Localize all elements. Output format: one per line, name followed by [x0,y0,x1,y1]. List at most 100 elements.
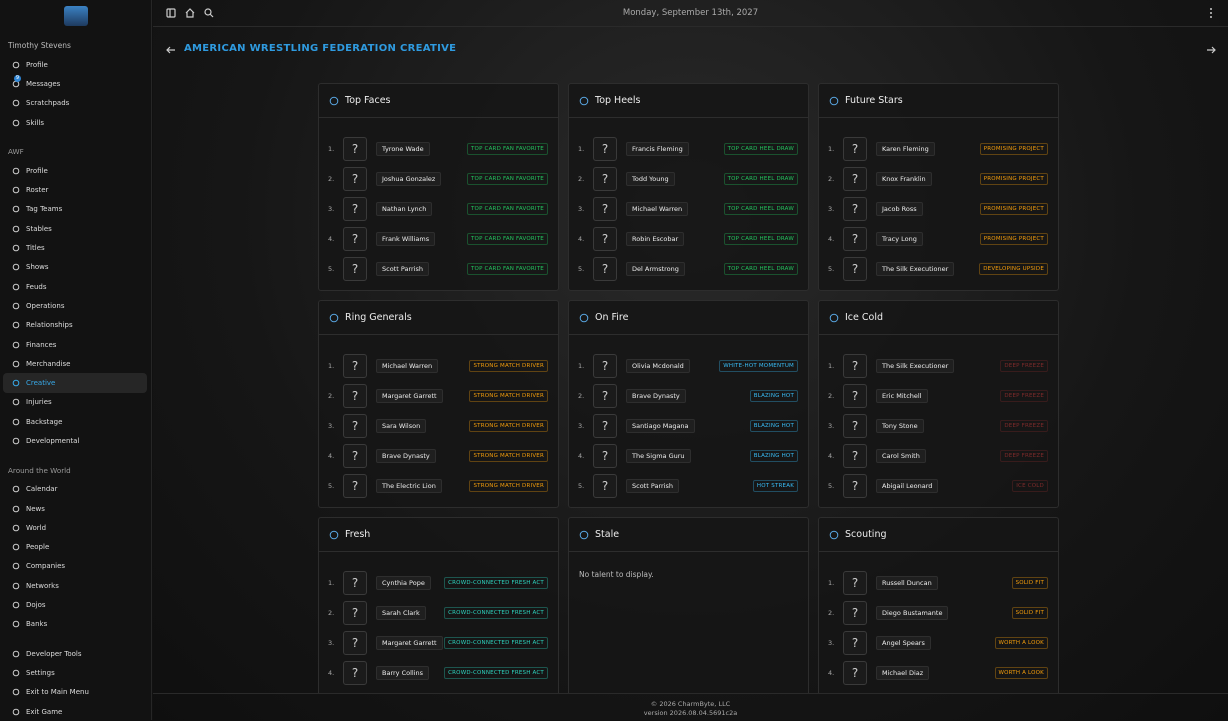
nav-item[interactable]: Feuds [3,277,147,296]
talent-name[interactable]: Scott Parrish [626,479,679,493]
talent-row[interactable]: 4.? Tracy Long PROMISING PROJECT [819,224,1058,254]
talent-name[interactable]: Sara Wilson [376,419,427,433]
talent-name[interactable]: Tyrone Wade [376,142,430,156]
nav-item[interactable]: Exit Game [3,702,147,721]
nav-item[interactable]: Banks [3,615,147,634]
talent-name[interactable]: Michael Diaz [876,666,930,680]
talent-name[interactable]: Brave Dynasty [376,449,436,463]
talent-row[interactable]: 3.? Nathan Lynch TOP CARD FAN FAVORITE [319,194,558,224]
nav-item[interactable]: Profile [3,161,147,180]
nav-item[interactable]: Networks [3,576,147,595]
talent-row[interactable]: 4.? Robin Escobar TOP CARD HEEL DRAW [569,224,808,254]
talent-row[interactable]: 4.? Michael Diaz WORTH A LOOK [819,658,1058,688]
talent-row[interactable]: 5.? The Electric Lion STRONG MATCH DRIVER [319,471,558,501]
nav-item[interactable]: News [3,499,147,518]
talent-row[interactable]: 1.? Cynthia Pope CROWD-CONNECTED FRESH ACT [319,568,558,598]
nav-item[interactable]: Scratchpads [3,94,147,113]
talent-row[interactable]: 2.? Knox Franklin PROMISING PROJECT [819,164,1058,194]
nav-item[interactable]: Tag Teams [3,200,147,219]
talent-name[interactable]: Margaret Garrett [376,389,443,403]
talent-row[interactable]: 1.? Tyrone Wade TOP CARD FAN FAVORITE [319,134,558,164]
talent-name[interactable]: Del Armstrong [626,262,685,276]
talent-name[interactable]: Tony Stone [876,419,924,433]
talent-name[interactable]: Cynthia Pope [376,576,431,590]
talent-name[interactable]: Michael Warren [626,202,689,216]
talent-row[interactable]: 4.? Carol Smith DEEP FREEZE [819,441,1058,471]
nav-item[interactable]: Profile [3,55,147,74]
talent-name[interactable]: Santiago Magana [626,419,695,433]
nav-item[interactable]: World [3,518,147,537]
talent-row[interactable]: 5.? Scott Parrish TOP CARD FAN FAVORITE [319,254,558,284]
talent-row[interactable]: 5.? The Silk Executioner DEVELOPING UPSIDE [819,254,1058,284]
talent-name[interactable]: Michael Warren [376,359,439,373]
talent-name[interactable]: Carol Smith [876,449,926,463]
talent-row[interactable]: 3.? Margaret Garrett CROWD-CONNECTED FRESH… [319,628,558,658]
talent-row[interactable]: 4.? The Sigma Guru BLAZING HOT [569,441,808,471]
nav-item[interactable]: Messages 9 [3,74,147,93]
talent-name[interactable]: Nathan Lynch [376,202,433,216]
talent-name[interactable]: Francis Fleming [626,142,689,156]
nav-item[interactable]: Stables [3,219,147,238]
forward-arrow[interactable] [1206,45,1216,55]
talent-row[interactable]: 1.? Karen Fleming PROMISING PROJECT [819,134,1058,164]
talent-row[interactable]: 4.? Brave Dynasty STRONG MATCH DRIVER [319,441,558,471]
nav-item[interactable]: Skills [3,113,147,132]
talent-row[interactable]: 5.? Abigail Leonard ICE COLD [819,471,1058,501]
logo[interactable] [64,6,88,26]
talent-name[interactable]: Abigail Leonard [876,479,939,493]
talent-name[interactable]: Margaret Garrett [376,636,443,650]
talent-row[interactable]: 5.? Scott Parrish HOT STREAK [569,471,808,501]
nav-item[interactable]: Exit to Main Menu [3,683,147,702]
talent-name[interactable]: Todd Young [626,172,675,186]
nav-item[interactable]: Injuries [3,393,147,412]
talent-row[interactable]: 1.? The Silk Executioner DEEP FREEZE [819,351,1058,381]
talent-name[interactable]: Frank Williams [376,232,436,246]
talent-name[interactable]: Brave Dynasty [626,389,686,403]
nav-item[interactable]: Dojos [3,595,147,614]
talent-name[interactable]: Diego Bustamante [876,606,949,620]
nav-item[interactable]: Developmental [3,431,147,450]
nav-item[interactable]: Creative [3,373,147,393]
talent-row[interactable]: 2.? Eric Mitchell DEEP FREEZE [819,381,1058,411]
talent-name[interactable]: Knox Franklin [876,172,932,186]
talent-row[interactable]: 2.? Sarah Clark CROWD-CONNECTED FRESH ACT [319,598,558,628]
talent-name[interactable]: Jacob Ross [876,202,923,216]
talent-name[interactable]: The Electric Lion [376,479,442,493]
talent-name[interactable]: The Silk Executioner [876,359,955,373]
nav-item[interactable]: Roster [3,180,147,199]
talent-row[interactable]: 2.? Margaret Garrett STRONG MATCH DRIVER [319,381,558,411]
talent-row[interactable]: 1.? Francis Fleming TOP CARD HEEL DRAW [569,134,808,164]
talent-row[interactable]: 1.? Michael Warren STRONG MATCH DRIVER [319,351,558,381]
talent-name[interactable]: Sarah Clark [376,606,426,620]
talent-name[interactable]: Russell Duncan [876,576,938,590]
talent-name[interactable]: Angel Spears [876,636,931,650]
talent-name[interactable]: Robin Escobar [626,232,685,246]
talent-row[interactable]: 3.? Sara Wilson STRONG MATCH DRIVER [319,411,558,441]
talent-name[interactable]: Scott Parrish [376,262,429,276]
talent-name[interactable]: Joshua Gonzalez [376,172,442,186]
toolbar-icons[interactable] [165,0,225,27]
nav-item[interactable]: Companies [3,557,147,576]
nav-item[interactable]: Calendar [3,480,147,499]
nav-item[interactable]: Developer Tools [3,644,147,663]
nav-item[interactable]: Settings [3,663,147,682]
talent-row[interactable]: 1.? Olivia Mcdonald WHITE-HOT MOMENTUM [569,351,808,381]
talent-name[interactable]: Tracy Long [876,232,923,246]
talent-row[interactable]: 1.? Russell Duncan SOLID FIT [819,568,1058,598]
menu-icon[interactable] [1208,0,1214,27]
talent-name[interactable]: Barry Collins [376,666,430,680]
talent-row[interactable]: 2.? Diego Bustamante SOLID FIT [819,598,1058,628]
talent-row[interactable]: 3.? Jacob Ross PROMISING PROJECT [819,194,1058,224]
nav-item[interactable]: Operations [3,296,147,315]
talent-name[interactable]: Eric Mitchell [876,389,928,403]
nav-item[interactable]: People [3,538,147,557]
talent-row[interactable]: 4.? Barry Collins CROWD-CONNECTED FRESH AC… [319,658,558,688]
talent-row[interactable]: 2.? Brave Dynasty BLAZING HOT [569,381,808,411]
talent-name[interactable]: The Sigma Guru [626,449,691,463]
talent-name[interactable]: Karen Fleming [876,142,935,156]
talent-name[interactable]: The Silk Executioner [876,262,955,276]
talent-row[interactable]: 3.? Tony Stone DEEP FREEZE [819,411,1058,441]
nav-item[interactable]: Titles [3,238,147,257]
talent-name[interactable]: Olivia Mcdonald [626,359,690,373]
nav-item[interactable]: Merchandise [3,354,147,373]
